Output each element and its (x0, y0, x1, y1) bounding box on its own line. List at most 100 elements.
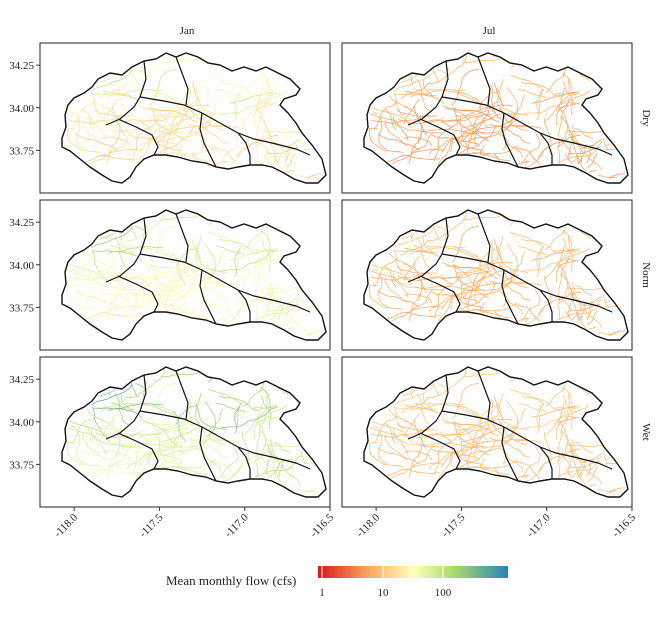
stream-segment (578, 315, 583, 320)
stream-segment (413, 402, 438, 410)
stream-segment (285, 467, 296, 483)
stream-segment (269, 125, 279, 145)
stream-segment (223, 475, 226, 480)
stream-segment (525, 475, 528, 480)
stream-segment (266, 258, 278, 262)
subbasin-border (477, 56, 491, 106)
stream-segment (441, 447, 464, 467)
stream-segment (562, 237, 574, 273)
stream-segment (464, 59, 500, 64)
stream-segment (608, 487, 626, 494)
stream-segment (538, 403, 545, 427)
stream-segment (66, 285, 101, 310)
y-tick-label: 34.00 (9, 103, 34, 115)
stream-segment (220, 289, 239, 322)
stream-segment (151, 265, 188, 299)
stream-segment (254, 87, 263, 126)
stream-segment (191, 467, 199, 476)
stream-segment (414, 105, 427, 136)
stream-segment (392, 430, 409, 456)
panel-jul-dry (341, 42, 633, 194)
stream-segment (120, 79, 131, 96)
stream-segment (410, 288, 434, 311)
stream-segment (175, 248, 198, 268)
row-label-dry: Dry (640, 109, 652, 127)
stream-segment (384, 119, 408, 146)
stream-segment (393, 249, 404, 273)
stream-segment (139, 290, 162, 310)
stream-segment (546, 392, 570, 435)
subbasin-border (539, 132, 553, 165)
subbasin-border (139, 410, 311, 470)
stream-segment (114, 442, 178, 448)
stream-segment (71, 101, 96, 130)
stream-segment (221, 92, 278, 115)
stream-segment (394, 250, 445, 262)
stream-segment (568, 101, 580, 105)
stream-segment (427, 55, 468, 85)
stream-segment (108, 288, 132, 311)
stream-segment (568, 286, 588, 306)
stream-segment (195, 392, 202, 427)
stream-segment (403, 412, 420, 439)
stream-segment (155, 109, 188, 144)
stream-segment (462, 273, 516, 292)
subbasin-border (441, 96, 613, 156)
subbasin-border (139, 96, 311, 156)
stream-segment (157, 116, 166, 148)
stream-segment (255, 141, 301, 164)
stream-segment (392, 116, 409, 142)
x-tick-label: -117.5 (137, 511, 166, 540)
stream-segment (404, 450, 433, 461)
stream-segment (120, 236, 131, 253)
stream-segment (306, 173, 324, 180)
stream-segment (295, 331, 315, 335)
stream-segment (91, 70, 133, 92)
panel-frame (341, 356, 633, 508)
legend-title: Mean monthly flow (cfs) (166, 573, 296, 588)
stream-segment (286, 169, 294, 173)
stream-segment (557, 247, 590, 270)
stream-segment (255, 431, 261, 463)
stream-segment (441, 109, 490, 122)
stream-segment (112, 419, 125, 450)
watershed-outline (61, 366, 327, 498)
stream-segment (234, 405, 241, 434)
stream-segment (159, 459, 217, 469)
subbasin-border (175, 213, 189, 263)
stream-segment (85, 468, 132, 477)
stream-segment (139, 419, 183, 449)
stream-segment (82, 422, 95, 445)
stream-segment (579, 73, 591, 82)
y-tick-label: 33.75 (9, 459, 34, 471)
stream-segment (234, 248, 241, 277)
stream-segment (260, 394, 272, 430)
stream-segment (207, 75, 243, 92)
watershed-boundaries (363, 209, 629, 341)
stream-segment (416, 79, 430, 111)
stream-segment (131, 68, 138, 84)
stream-segment (373, 258, 398, 287)
stream-segment (276, 315, 281, 320)
stream-segment (111, 245, 136, 253)
stream-segment (517, 246, 548, 256)
stream-segment (477, 248, 500, 268)
stream-segment (266, 290, 300, 328)
stream-segment (397, 273, 444, 282)
stream-segment (586, 296, 602, 321)
stream-segment (277, 230, 289, 239)
stream-segment (70, 268, 76, 272)
x-tick-label: -116.5 (308, 511, 337, 540)
stream-segment (536, 248, 543, 277)
stream-segment (98, 396, 128, 414)
stream-segment (221, 463, 243, 483)
stream-segment (254, 401, 263, 440)
stream-segment (188, 83, 195, 115)
subbasin-border (175, 370, 189, 420)
stream-segment (509, 232, 545, 249)
stream-segment (207, 232, 243, 249)
stream-segment (557, 90, 590, 113)
stream-segment (457, 423, 490, 458)
stream-segment (108, 74, 112, 85)
stream-segment (568, 415, 580, 419)
